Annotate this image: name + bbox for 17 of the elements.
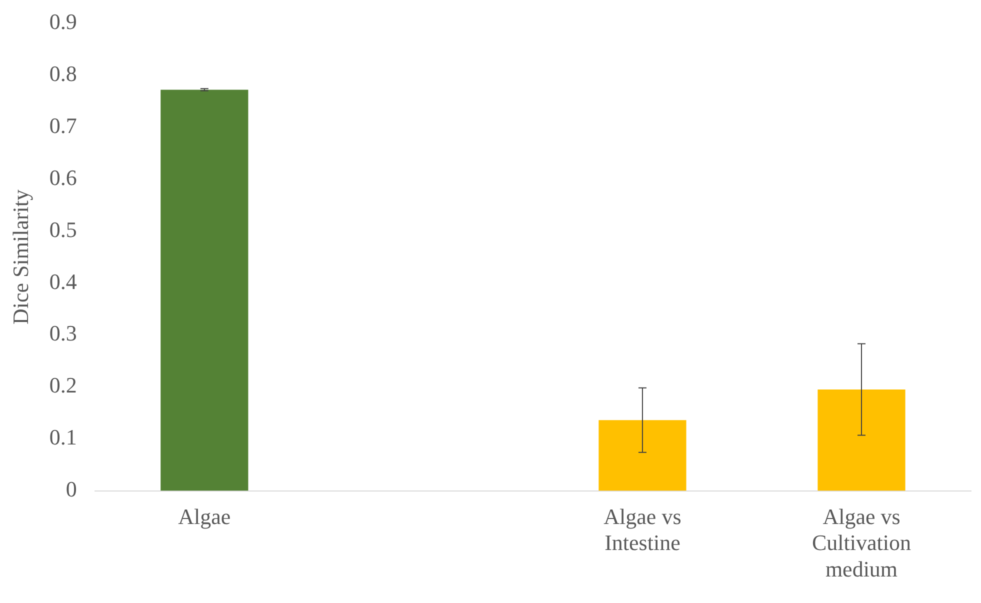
x-tick-label: Algae [178,504,231,529]
y-tick-label: 0.9 [49,8,77,34]
y-tick-label: 0.1 [49,424,77,450]
y-tick-label: 0.5 [49,216,77,242]
y-tick-label: 0.7 [49,112,77,138]
bar [598,420,686,491]
y-tick-label: 0.6 [49,164,77,190]
y-tick-label: 0.8 [49,60,77,86]
y-tick-label: 0.3 [49,320,77,346]
y-tick-label: 0.4 [49,268,77,294]
bar [160,90,248,491]
x-tick-label: Algae vs Intestine [604,504,682,556]
y-tick-label: 0.2 [49,372,77,398]
bar [818,389,906,491]
x-tick-label: Algae vs Cultivation medium [812,504,911,582]
y-tick-label: 0 [66,476,77,502]
y-axis-title: Dice Similarity [8,189,33,325]
